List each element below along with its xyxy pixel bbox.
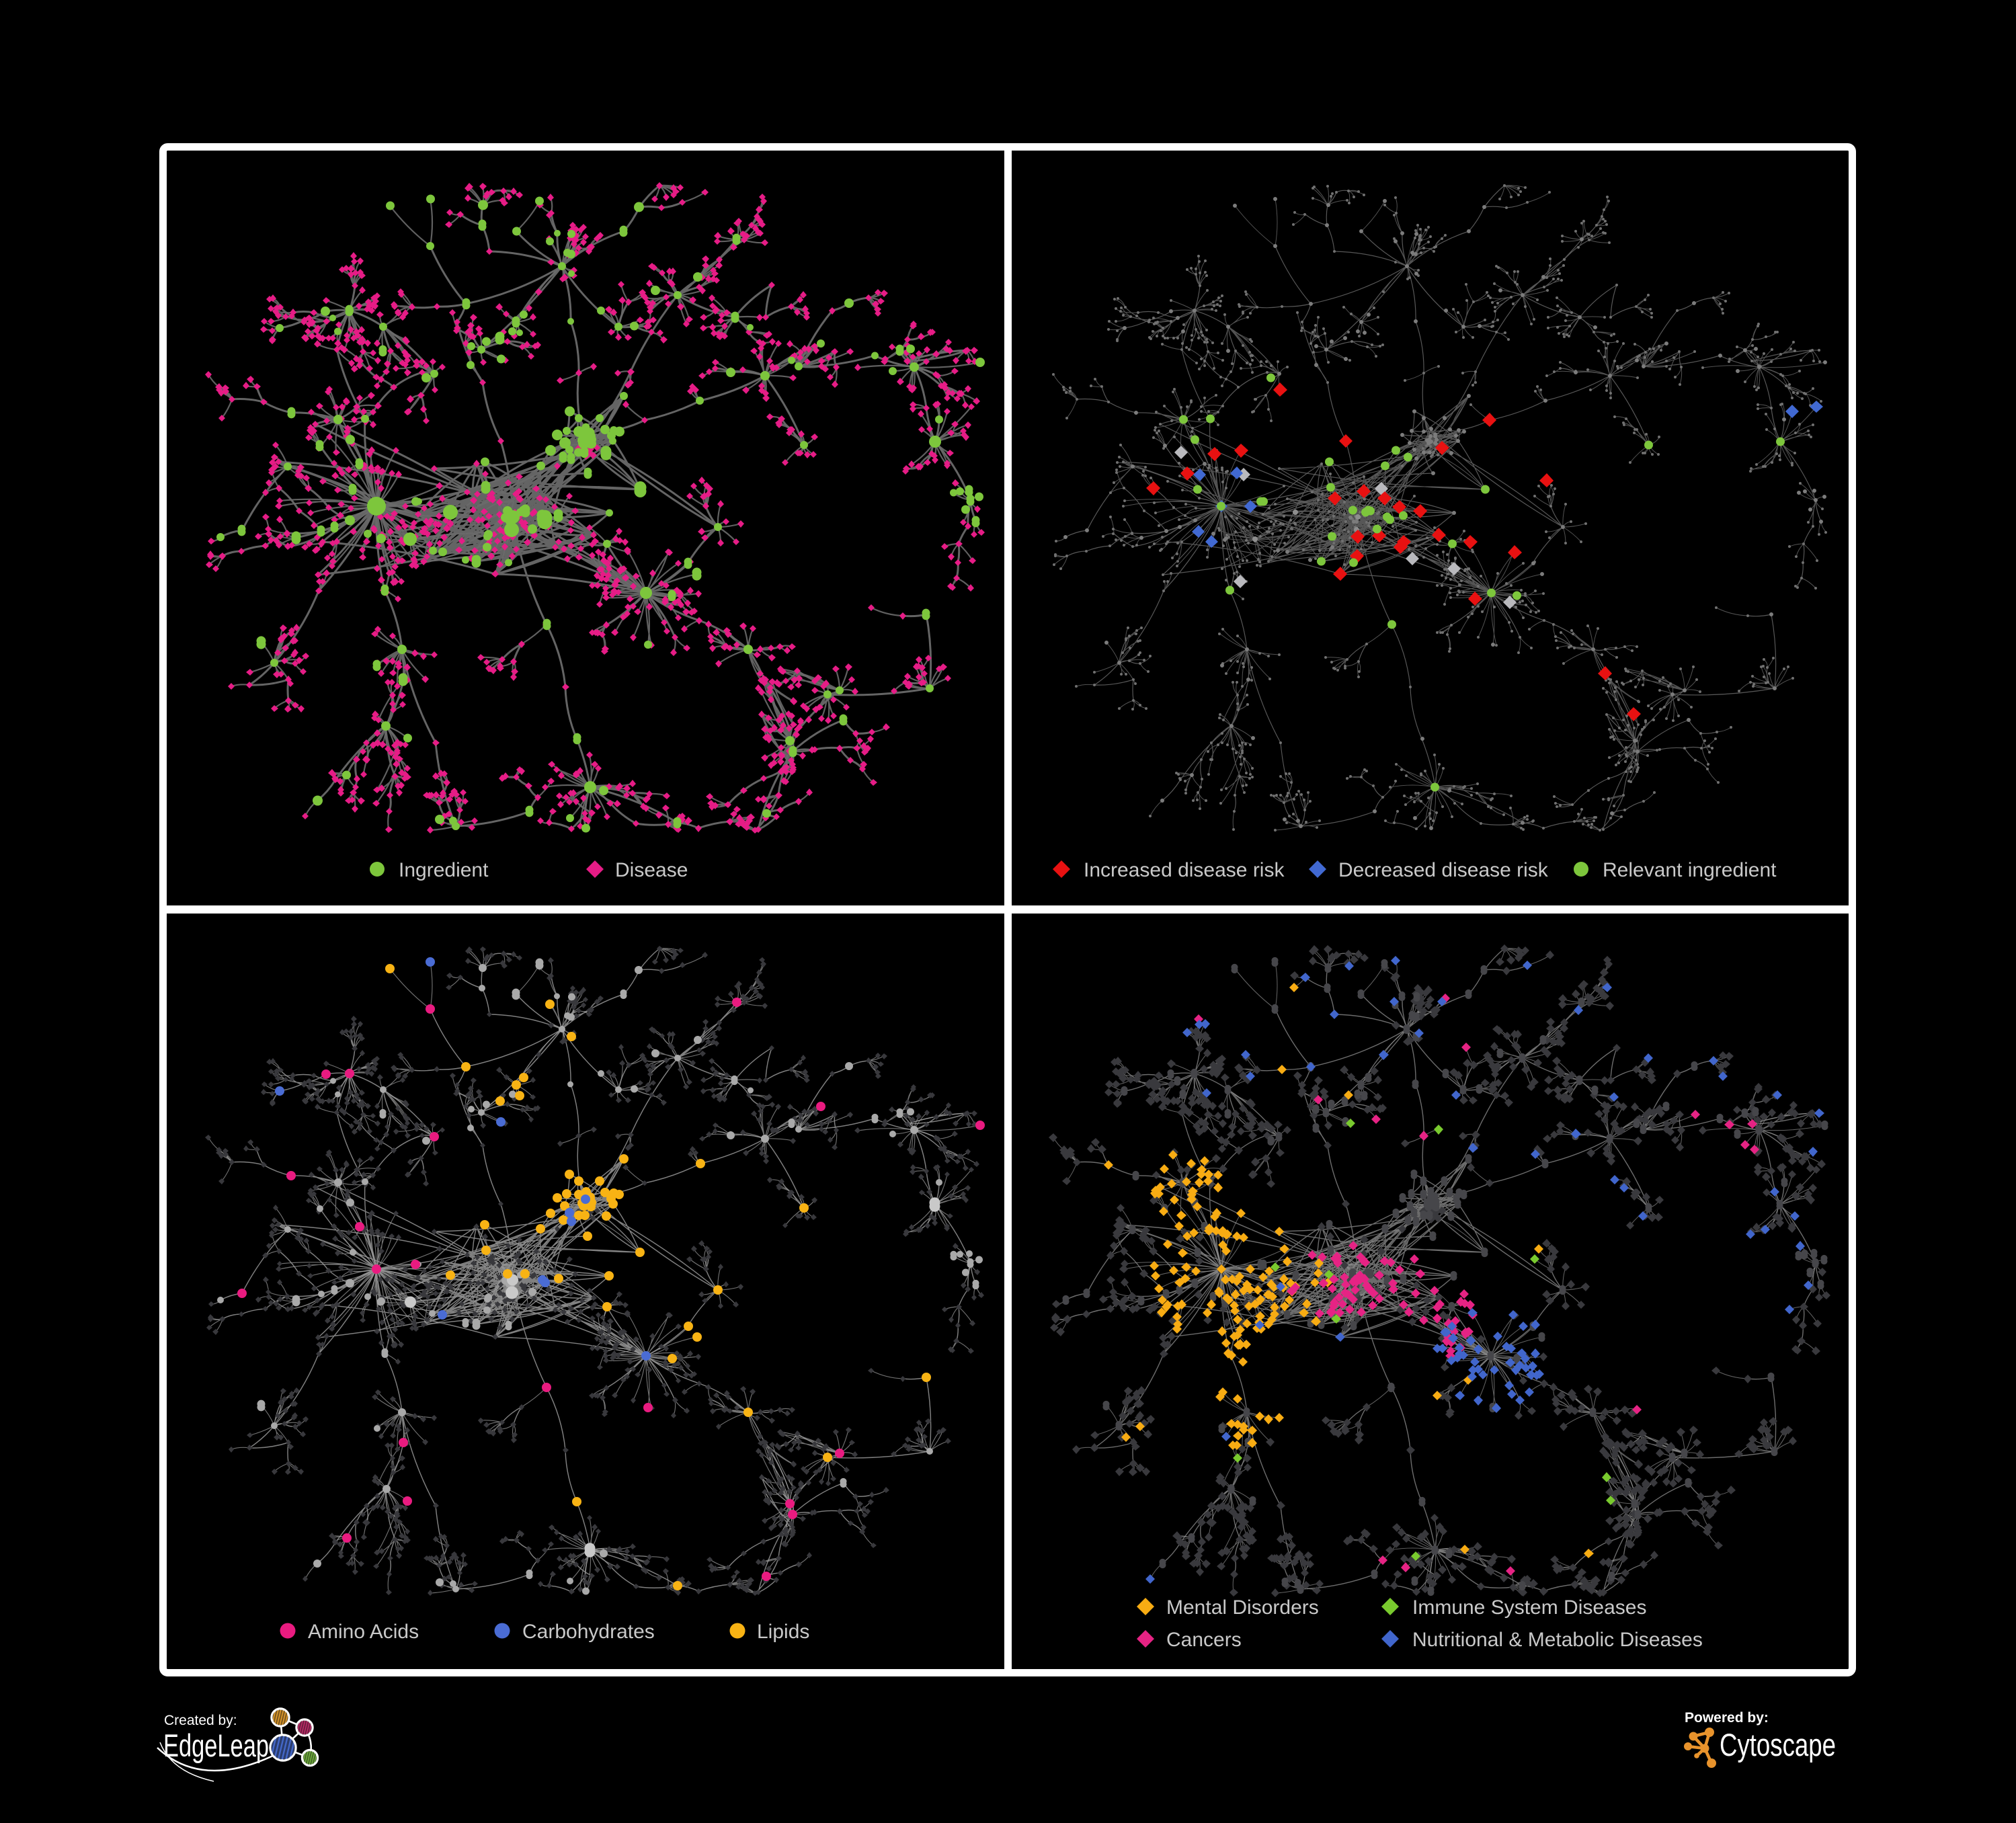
svg-text:Cytoscape: Cytoscape xyxy=(1720,1727,1836,1763)
svg-text:Disease: Disease xyxy=(615,859,688,881)
svg-text:Nutritional & Metabolic Diseas: Nutritional & Metabolic Diseases xyxy=(1412,1629,1703,1651)
svg-text:Mental Disorders: Mental Disorders xyxy=(1166,1596,1319,1619)
svg-text:Relevant ingredient: Relevant ingredient xyxy=(1603,859,1777,881)
svg-text:Ingredient: Ingredient xyxy=(399,859,489,881)
svg-text:Created by:: Created by: xyxy=(164,1713,237,1728)
svg-text:EdgeLeap: EdgeLeap xyxy=(163,1728,269,1763)
svg-text:Cancers: Cancers xyxy=(1166,1629,1242,1651)
svg-text:Amino Acids: Amino Acids xyxy=(308,1621,419,1643)
svg-text:Decreased disease risk: Decreased disease risk xyxy=(1338,859,1549,881)
svg-text:Increased disease risk: Increased disease risk xyxy=(1084,859,1285,881)
svg-text:Powered by:: Powered by: xyxy=(1685,1710,1769,1726)
svg-text:Lipids: Lipids xyxy=(757,1621,809,1643)
svg-text:Carbohydrates: Carbohydrates xyxy=(522,1621,655,1643)
svg-text:Immune System Diseases: Immune System Diseases xyxy=(1412,1596,1646,1619)
